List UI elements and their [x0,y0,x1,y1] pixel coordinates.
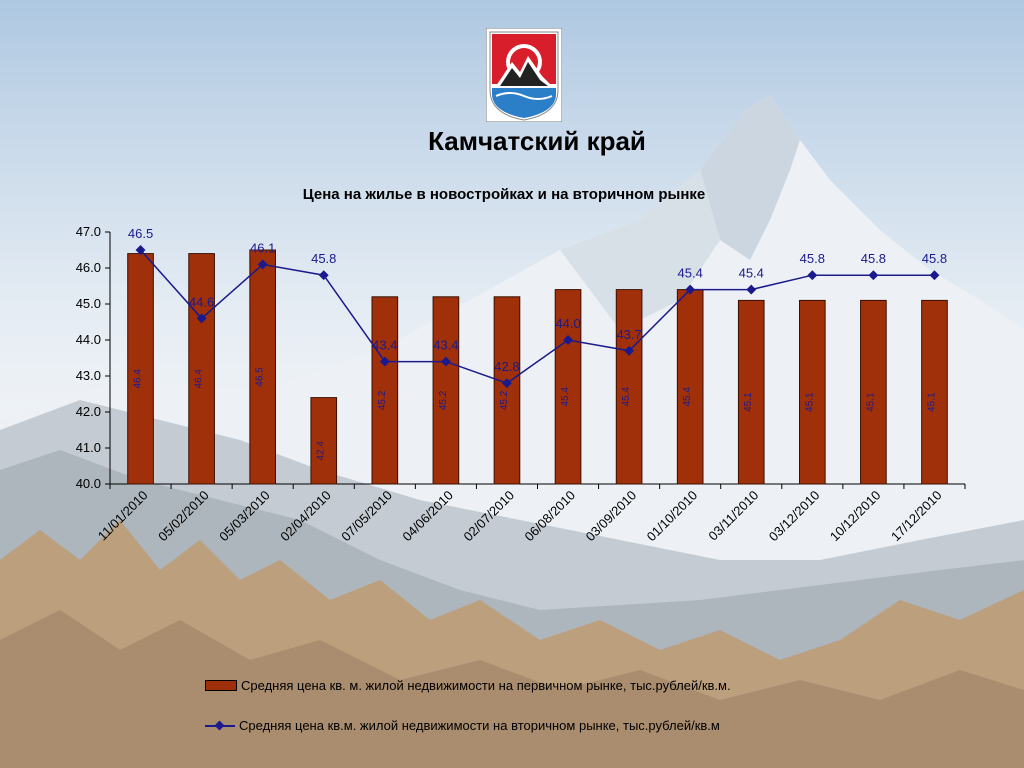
kamchatka-emblem [486,28,562,122]
bar-data-label: 42.4 [316,441,327,461]
y-tick-label: 43.0 [76,368,101,383]
bar-data-label: 45.4 [560,387,571,407]
x-tick-label: 05/02/2010 [155,488,212,545]
line-point-marker [440,356,451,367]
legend-bar-swatch [205,680,237,691]
line-point-marker [868,270,879,281]
bar-data-label: 45.1 [926,392,937,412]
line-data-label: 45.8 [861,251,886,266]
bar [371,296,399,485]
line-point-marker [929,270,940,281]
bar-data-label: 45.4 [682,387,693,407]
bar-data-label: 45.2 [499,390,510,410]
bar-data-label: 45.1 [865,392,876,412]
x-tick-label: 05/03/2010 [216,488,273,545]
line-point-marker [685,284,696,295]
secondary-market-line [139,249,935,385]
line-data-label: 45.8 [800,251,825,266]
line-point-marker [746,284,757,295]
line-data-label: 44.0 [555,316,580,331]
bar-data-label: 45.4 [621,387,632,407]
x-tick-label: 03/12/2010 [766,488,823,545]
bar [921,299,948,485]
legend-label-primary: Средняя цена кв. м. жилой недвижимости н… [241,678,731,693]
chart-title: Цена на жилье в новостройках и на вторич… [302,186,706,203]
line-point-marker [135,245,146,255]
bar [615,289,643,485]
line-point-marker [807,270,818,281]
x-tick-label: 10/12/2010 [827,488,884,545]
bar-data-label: 45.2 [377,390,388,410]
y-tick-label: 44.0 [76,332,101,347]
bar [310,397,338,485]
region-title: Камчатский край [428,126,646,156]
bar [188,253,215,485]
x-tick-label: 01/10/2010 [644,488,701,545]
bar-data-label: 45.1 [804,392,815,412]
line-data-label: 43.7 [616,327,641,342]
line-point-marker [379,356,390,367]
line-data-label: 44.6 [189,294,214,309]
line-point-marker [563,335,573,345]
x-tick-label: 03/11/2010 [705,488,761,544]
bar [798,299,826,485]
line-labels: 46.5 44.6 46.1 45.8 43.4 43.4 42.8 44.0 43.7 45.4… [128,226,947,374]
line-data-label: 46.1 [250,240,275,255]
bar [860,299,887,485]
line-point-marker [257,259,268,270]
legend-item-primary: Средняя цена кв. м. жилой недвижимости н… [205,678,731,693]
line-point-marker [624,345,635,356]
legend-label-secondary: Средняя цена кв.м. жилой недвижимости на… [239,718,720,733]
bar-data-label: 45.2 [438,390,449,410]
bar [554,289,582,485]
bar [737,299,765,485]
x-tick-label: 07/05/2010 [338,488,395,545]
bar [493,296,521,485]
bar-labels: 46.4 46.4 46.5 42.4 45.2 45.2 45.2 45.4 45.4 45.4… [133,367,938,461]
x-tick-label: 11/01/2010 [95,488,151,544]
bar-series [127,249,948,485]
x-tick-labels: 11/01/2010 05/02/2010 05/03/2010 02/04/2010… [95,488,945,545]
line-data-label: 45.8 [922,251,947,266]
x-tick-label: 04/06/2010 [399,488,456,545]
y-tick-label: 40.0 [76,476,101,491]
bar [127,253,154,485]
x-tick-label: 03/09/2010 [583,488,640,545]
legend-line-swatch [205,721,235,731]
line-series [135,245,940,389]
line-data-label: 43.4 [433,338,458,353]
line-data-label: 42.8 [494,359,519,374]
x-tick-label: 02/07/2010 [460,488,517,545]
line-data-label: 45.4 [739,266,764,281]
line-data-label: 45.8 [311,251,336,266]
line-point-marker [318,270,329,281]
y-tick-label: 42.0 [76,404,101,419]
bar-data-label: 46.4 [133,369,144,389]
y-tick-label: 46.0 [76,260,101,275]
line-data-label: 45.4 [678,266,703,281]
x-tick-label: 02/04/2010 [277,488,334,545]
line-data-label: 46.5 [128,226,153,241]
bar [676,289,704,485]
line-data-label: 43.4 [372,338,397,353]
bar [432,296,460,485]
bar-data-label: 45.1 [743,392,754,412]
bar [249,249,277,485]
line-point-marker [502,378,512,389]
bar-data-label: 46.5 [255,367,266,387]
y-tick-label: 47.0 [76,224,101,239]
y-tick-label: 41.0 [76,440,101,455]
x-tick-label: 06/08/2010 [522,488,579,545]
bar-data-label: 46.4 [194,369,205,389]
x-tick-label: 17/12/2010 [888,488,945,545]
line-point-marker [196,313,207,324]
y-tick-label: 45.0 [76,296,101,311]
legend-item-secondary: Средняя цена кв.м. жилой недвижимости на… [205,718,720,733]
